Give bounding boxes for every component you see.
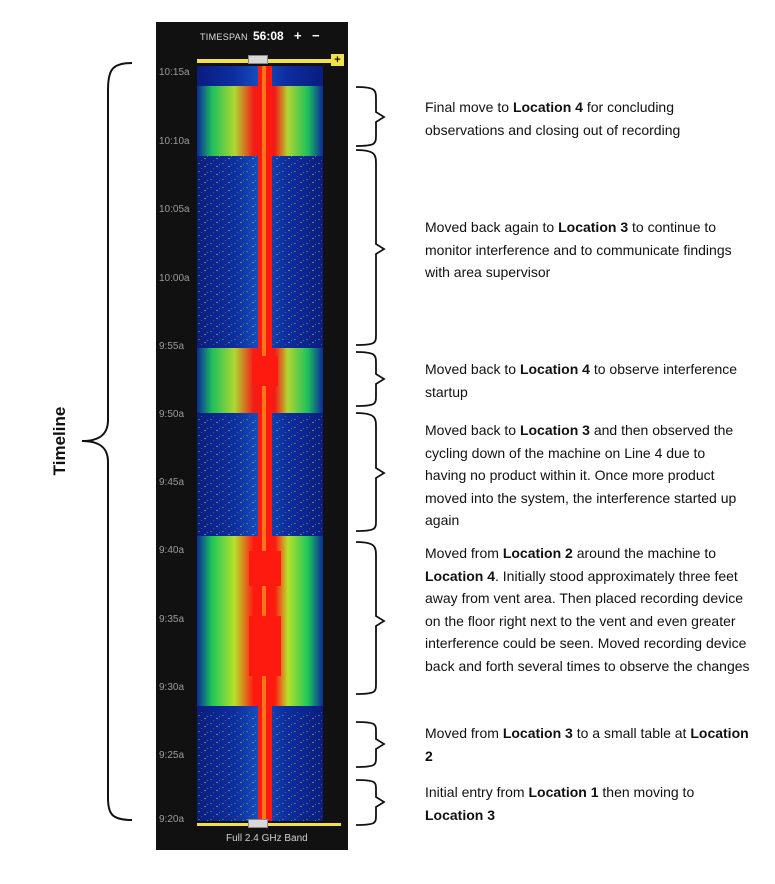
location-name: Location 2 <box>502 545 573 561</box>
annotation-4: Moved back to Location 3 and then observ… <box>425 419 750 532</box>
brace-2 <box>355 149 386 346</box>
bottom-range-slider[interactable] <box>197 823 341 826</box>
timespan-value: 56:08 <box>253 29 284 43</box>
annotation-text: Moved from <box>425 545 503 561</box>
annotation-text: around the machine to <box>572 545 717 561</box>
zoom-in-button[interactable]: + <box>294 28 302 43</box>
annotation-text: and then observed the cycling down of th… <box>425 422 737 528</box>
time-tick: 9:25a <box>159 750 185 761</box>
timeline-brace-path <box>81 62 133 821</box>
time-tick: 9:35a <box>159 614 185 625</box>
time-tick: 9:45a <box>159 477 185 488</box>
location-name: Location 1 <box>528 784 599 800</box>
annotation-text: Moved back to <box>425 422 520 438</box>
time-tick: 10:05a <box>159 204 190 215</box>
location-name: Location 4 <box>519 361 590 377</box>
timespan-toolbar: TIMESPAN 56:08 + − <box>156 22 348 54</box>
location-name: Location 2 <box>425 725 749 764</box>
bottom-slider-handle[interactable] <box>248 819 268 828</box>
annotation-text: Moved from <box>425 725 503 741</box>
expand-marker-button[interactable]: + <box>331 54 344 66</box>
burst-peak-1 <box>249 551 281 586</box>
spectrum-waterfall <box>197 66 323 821</box>
brace-1 <box>355 86 386 147</box>
location-name: Location 3 <box>558 219 629 235</box>
annotation-3: Moved back to Location 4 to observe inte… <box>425 358 750 403</box>
location-name: Location 3 <box>502 725 573 741</box>
location-name: Location 3 <box>425 806 496 823</box>
location-name: Location 4 <box>512 99 583 115</box>
spectrum-viewer-panel: TIMESPAN 56:08 + − + <box>156 22 348 850</box>
time-tick: 9:20a <box>159 814 185 825</box>
annotation-text: . Initially stood approximately three fe… <box>425 567 750 674</box>
brace-7 <box>355 779 386 826</box>
annotation-text: for concluding observations and closing … <box>425 99 681 138</box>
brace-5 <box>355 541 386 695</box>
time-tick: 10:00a <box>159 273 190 284</box>
timespan-label: TIMESPAN <box>200 32 248 42</box>
time-tick: 9:30a <box>159 682 185 693</box>
annotation-2: Moved back again to Location 3 to contin… <box>425 216 750 284</box>
annotation-7: Initial entry from Location 1 then movin… <box>425 781 750 826</box>
band-label: Full 2.4 GHz Band <box>226 833 308 844</box>
brace-4 <box>355 412 386 532</box>
burst-peak-3 <box>252 356 278 386</box>
annotation-5: Moved from Location 2 around the machine… <box>425 542 750 677</box>
location-name: Location 3 <box>519 422 590 438</box>
time-tick: 9:50a <box>159 409 185 420</box>
annotation-1: Final move to Location 4 for concluding … <box>425 96 750 141</box>
burst-peak-2 <box>249 616 281 676</box>
annotation-text: Final move to <box>425 99 513 115</box>
time-tick: 10:15a <box>159 67 190 78</box>
annotation-6: Moved from Location 3 to a small table a… <box>425 722 750 767</box>
carrier-highlight <box>262 66 266 821</box>
zoom-out-button[interactable]: − <box>312 28 320 43</box>
annotation-text: to a small table at <box>572 725 691 741</box>
annotation-text: to continue to monitor interference and … <box>425 219 732 280</box>
top-range-slider[interactable] <box>197 59 341 63</box>
brace-3 <box>355 351 386 407</box>
top-slider-handle[interactable] <box>248 55 268 64</box>
time-tick: 10:10a <box>159 136 190 147</box>
annotation-text: Moved back to <box>425 361 520 377</box>
annotation-text: Moved back again to <box>425 219 559 235</box>
annotation-text: then moving to <box>598 784 695 800</box>
brace-6 <box>355 721 386 768</box>
annotation-text: Initial entry from <box>425 784 529 800</box>
time-tick: 9:40a <box>159 545 185 556</box>
time-tick: 9:55a <box>159 341 185 352</box>
annotation-text: to observe interference startup <box>425 361 738 400</box>
location-name: Location 4 <box>425 567 496 584</box>
timeline-label: Timeline <box>50 406 69 476</box>
